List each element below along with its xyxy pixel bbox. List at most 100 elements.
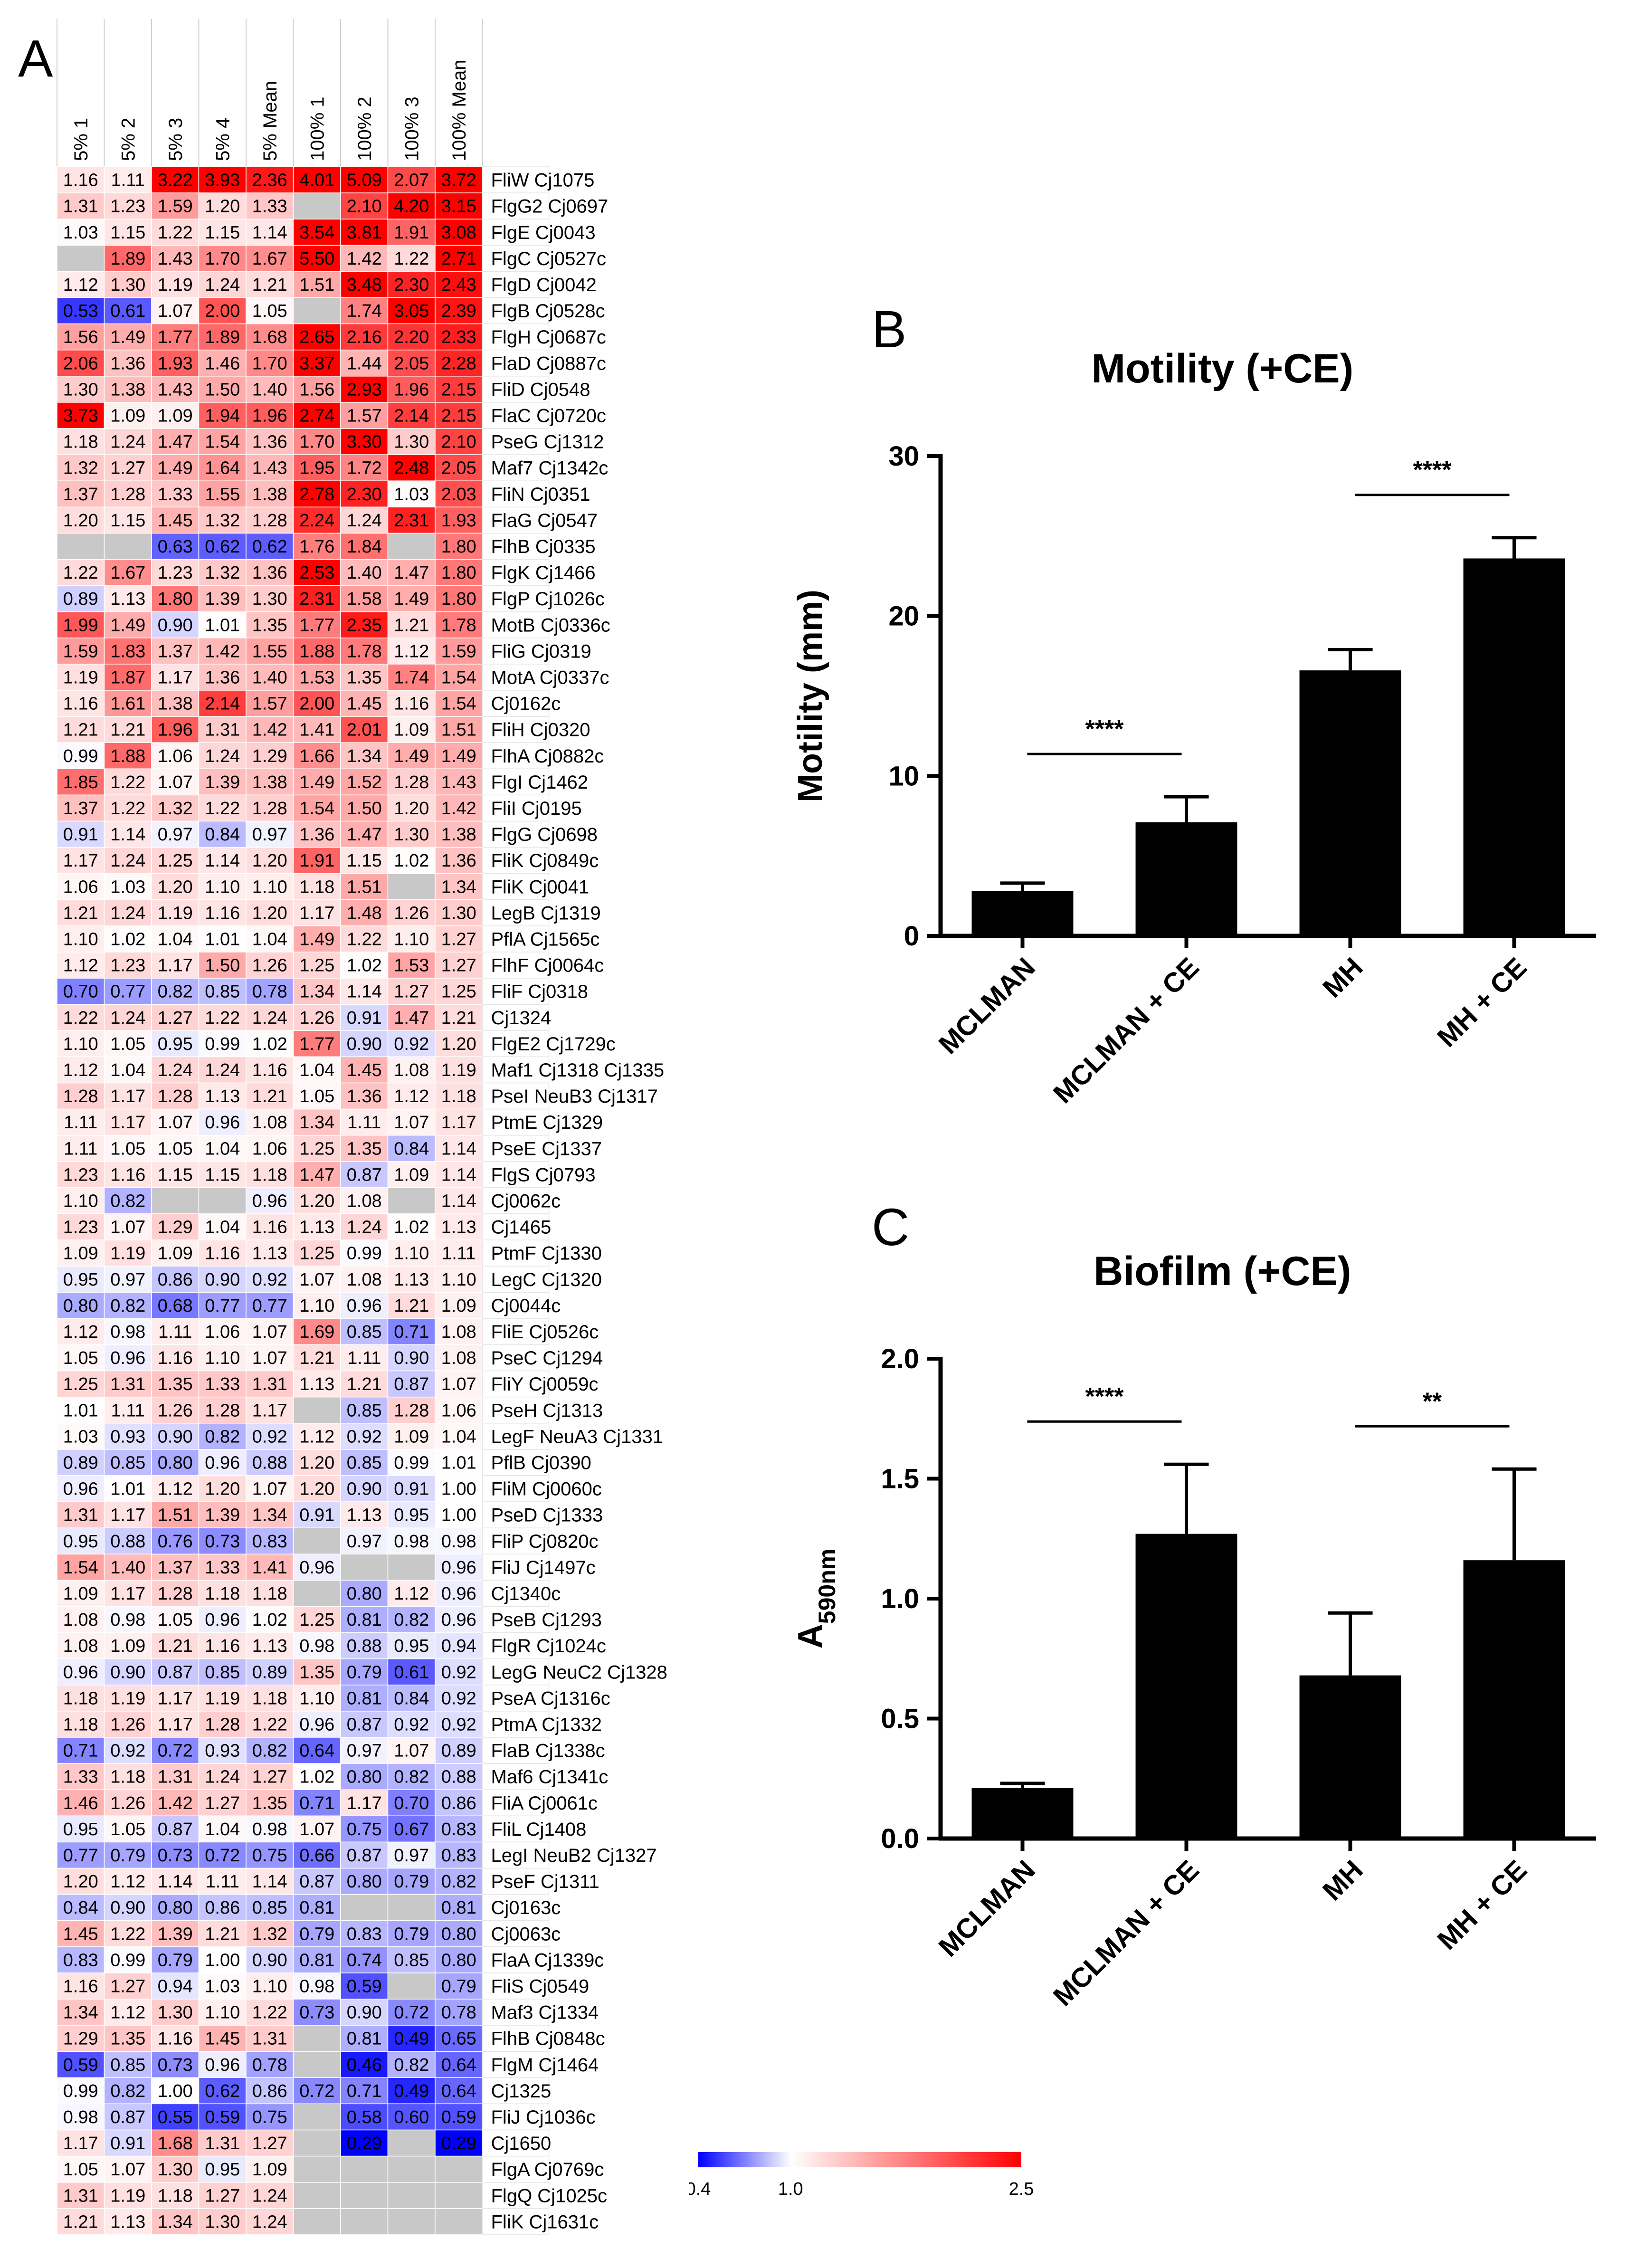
heatmap-cell-value: 1.47 [394, 1008, 429, 1028]
heatmap-cell [293, 480, 341, 508]
heatmap-cell [387, 1396, 436, 1424]
heatmap-cell [293, 1423, 341, 1450]
heatmap-cell-value: 1.10 [63, 929, 98, 949]
heatmap-cell-value: 1.68 [158, 2134, 193, 2154]
gene-label: FlgS Cj0793 [491, 1164, 596, 1185]
heatmap-cell-value: 1.40 [252, 380, 287, 400]
heatmap-cell-value: 0.93 [110, 1427, 145, 1447]
heatmap-cell-value: 0.72 [205, 1846, 240, 1866]
gene-label: LegF NeuA3 Cj1331 [491, 1426, 663, 1447]
heatmap-cell-value: 0.85 [205, 1662, 240, 1682]
heatmap-cell [198, 402, 247, 429]
heatmap-cell [340, 1894, 389, 1921]
heatmap-cell-value: 0.87 [347, 1165, 382, 1185]
gene-label: FlgI Cj1462 [491, 772, 589, 793]
heatmap-cell [104, 611, 152, 638]
heatmap-cell [151, 1553, 200, 1581]
scale-label: 1.0 [778, 2179, 803, 2199]
heatmap-cell-value: 0.86 [252, 2081, 287, 2101]
heatmap-cell [387, 847, 436, 874]
heatmap-cell [387, 559, 436, 586]
heatmap-cell [246, 559, 294, 586]
heatmap-cell-value: 1.31 [205, 720, 240, 740]
heatmap-cell-value: 2.00 [205, 301, 240, 321]
heatmap-cell [104, 1580, 152, 1607]
heatmap-cell-value: 1.23 [158, 563, 193, 583]
heatmap-cell-value: 0.95 [63, 1270, 98, 1290]
heatmap-cell-value: 0.90 [158, 615, 193, 635]
heatmap-cell-value: 1.84 [347, 537, 382, 557]
heatmap-cell-value: 0.82 [205, 1427, 240, 1447]
heatmap-cell-value: 1.04 [205, 1820, 240, 1839]
heatmap-cell [387, 1292, 436, 1319]
heatmap-cell-value: 1.02 [394, 1218, 429, 1238]
heatmap-cell [104, 506, 152, 534]
heatmap-cell-value: 1.00 [441, 1506, 476, 1525]
heatmap-cell [246, 1134, 294, 1162]
y-tick-label: 0.5 [881, 1704, 919, 1734]
gene-row-spacer [482, 1082, 550, 1110]
heatmap-cell [104, 847, 152, 874]
heatmap-cell [246, 219, 294, 246]
gene-label: Cj1325 [491, 2081, 552, 2102]
heatmap-cell-value: 0.73 [299, 2003, 334, 2023]
heatmap-cell [435, 1161, 483, 1188]
heatmap-cell-value: 2.65 [299, 327, 334, 347]
heatmap-cell-value: 1.11 [442, 1244, 476, 1264]
heatmap-cell-value: 1.89 [110, 249, 145, 269]
heatmap-cell [387, 1004, 436, 1031]
heatmap-cell [104, 1161, 152, 1188]
heatmap-cell [340, 2208, 389, 2235]
heatmap-cell-value: 1.42 [158, 1793, 193, 1813]
heatmap-cell-value: 1.21 [63, 903, 98, 923]
heatmap-cell-value: 1.54 [299, 799, 334, 819]
heatmap-cell-value: 1.69 [299, 1322, 334, 1342]
heatmap-cell-value: 1.12 [394, 1086, 429, 1106]
heatmap-cell-value: 1.01 [441, 1453, 476, 1473]
heatmap-cell-value: 1.42 [441, 799, 476, 819]
heatmap-cell-value: 1.28 [205, 1401, 240, 1420]
heatmap-cell-value: 1.16 [110, 1165, 145, 1185]
heatmap-cell-value: 2.53 [299, 563, 334, 583]
gene-label: FlaG Cj0547 [491, 510, 598, 531]
heatmap-cell [435, 1082, 483, 1110]
heatmap-cell-value: 1.16 [394, 694, 429, 714]
heatmap-cell-value: 0.90 [394, 1348, 429, 1368]
heatmap-cell-value: 1.30 [158, 2160, 193, 2180]
gene-label: PtmE Cj1329 [491, 1112, 603, 1133]
heatmap-cell-value: 0.90 [347, 1034, 382, 1054]
chart-title: Motility (+CE) [1091, 346, 1353, 391]
heatmap-cell [246, 1658, 294, 1686]
heatmap-cell [293, 1004, 341, 1031]
heatmap-cell-value: 1.77 [299, 1034, 334, 1054]
heatmap-cell [293, 820, 341, 848]
heatmap-cell [246, 1108, 294, 1136]
heatmap-cell [198, 192, 247, 219]
heatmap-cell-value: 1.04 [110, 1060, 145, 1080]
heatmap-cell [387, 2208, 436, 2235]
motility-bar-chart: Motility (+CE) Motility (mm) 0 10 20 30 MCLMAN… [791, 346, 1596, 1109]
heatmap-cell [57, 1658, 105, 1686]
gene-label: LegG NeuC2 Cj1328 [491, 1662, 667, 1683]
heatmap-cell-value: 1.34 [252, 1506, 287, 1525]
heatmap-cell [293, 638, 341, 665]
gene-label: Maf1 Cj1318 Cj1335 [491, 1060, 665, 1081]
heatmap-cell-value: 1.30 [394, 432, 429, 452]
heatmap-cell [104, 454, 152, 481]
gene-label: FlaC Cj0720c [491, 405, 606, 426]
heatmap-cell [246, 1266, 294, 1293]
heatmap-cell-value: 1.22 [63, 1008, 98, 1028]
heatmap-cell [246, 1632, 294, 1659]
heatmap-cell-value: 0.83 [441, 1820, 476, 1839]
gene-row-spacer [482, 820, 550, 848]
heatmap-cell-value: 1.19 [110, 1244, 145, 1264]
heatmap-cell-value: 0.79 [299, 1924, 334, 1944]
heatmap-cell-value: 1.51 [158, 1506, 193, 1525]
significance-label: **** [1413, 457, 1452, 484]
heatmap-cell [435, 611, 483, 638]
heatmap-cell-value: 1.38 [158, 694, 193, 714]
heatmap-cell-value: 2.28 [441, 353, 476, 373]
gene-row-spacer [482, 1527, 550, 1555]
heatmap-cell-value: 0.71 [347, 2081, 382, 2101]
heatmap-cell [293, 847, 341, 874]
